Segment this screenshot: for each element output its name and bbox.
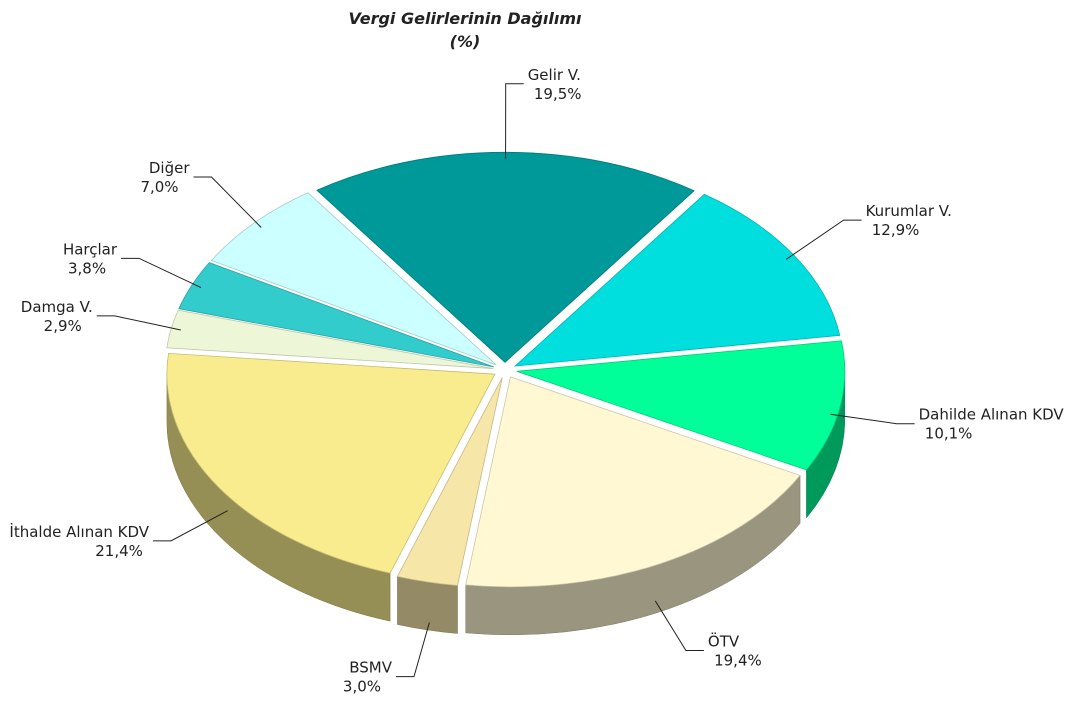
pie-sides xyxy=(166,371,846,636)
slice-label: Dahilde Alınan KDV xyxy=(919,406,1065,424)
leader-line xyxy=(153,510,228,542)
leader-line xyxy=(395,622,430,678)
slice-value-label: 10,1% xyxy=(925,425,973,443)
slice-value-label: 12,9% xyxy=(872,221,920,239)
slice xyxy=(396,377,503,586)
chart-title: Vergi Gelirlerinin Dağılımı xyxy=(349,9,583,28)
slice xyxy=(516,340,846,471)
slice-label: ÖTV xyxy=(708,631,740,650)
slice-value-label: 19,4% xyxy=(714,651,762,669)
labels: Gelir V.19,5% Kurumlar V.12,9% Dahilde Alı… xyxy=(9,66,1064,696)
slice xyxy=(465,376,801,588)
slice-value-label: 7,0% xyxy=(140,178,178,196)
slice-value-label: 19,5% xyxy=(534,85,582,103)
slice-label: İthalde Alınan KDV xyxy=(9,522,149,541)
leader-line xyxy=(121,257,202,288)
slice xyxy=(178,262,495,368)
slice xyxy=(166,309,494,369)
slice xyxy=(514,193,841,367)
leader-line xyxy=(654,600,704,651)
slice-label: Gelir V. xyxy=(528,66,581,84)
slice-value-label: 21,4% xyxy=(95,542,143,560)
slice xyxy=(210,192,497,366)
slice-label: Damga V. xyxy=(21,298,93,316)
slice-label: BSMV xyxy=(349,659,392,677)
leader-line xyxy=(96,315,181,331)
leader-line xyxy=(193,176,262,228)
slice-value-label: 2,9% xyxy=(44,317,82,335)
leader-line xyxy=(785,219,862,260)
leader-line xyxy=(505,83,524,159)
chart-subtitle: (%) xyxy=(450,32,481,51)
slice-label: Diğer xyxy=(149,159,190,177)
slice xyxy=(166,352,496,574)
slice-value-label: 3,0% xyxy=(343,678,381,696)
slice-value-label: 3,8% xyxy=(68,259,106,277)
leader-line xyxy=(830,413,915,425)
pie-tops xyxy=(166,151,846,588)
slice-label: Harçlar xyxy=(63,240,118,258)
slice-label: Kurumlar V. xyxy=(866,202,952,220)
